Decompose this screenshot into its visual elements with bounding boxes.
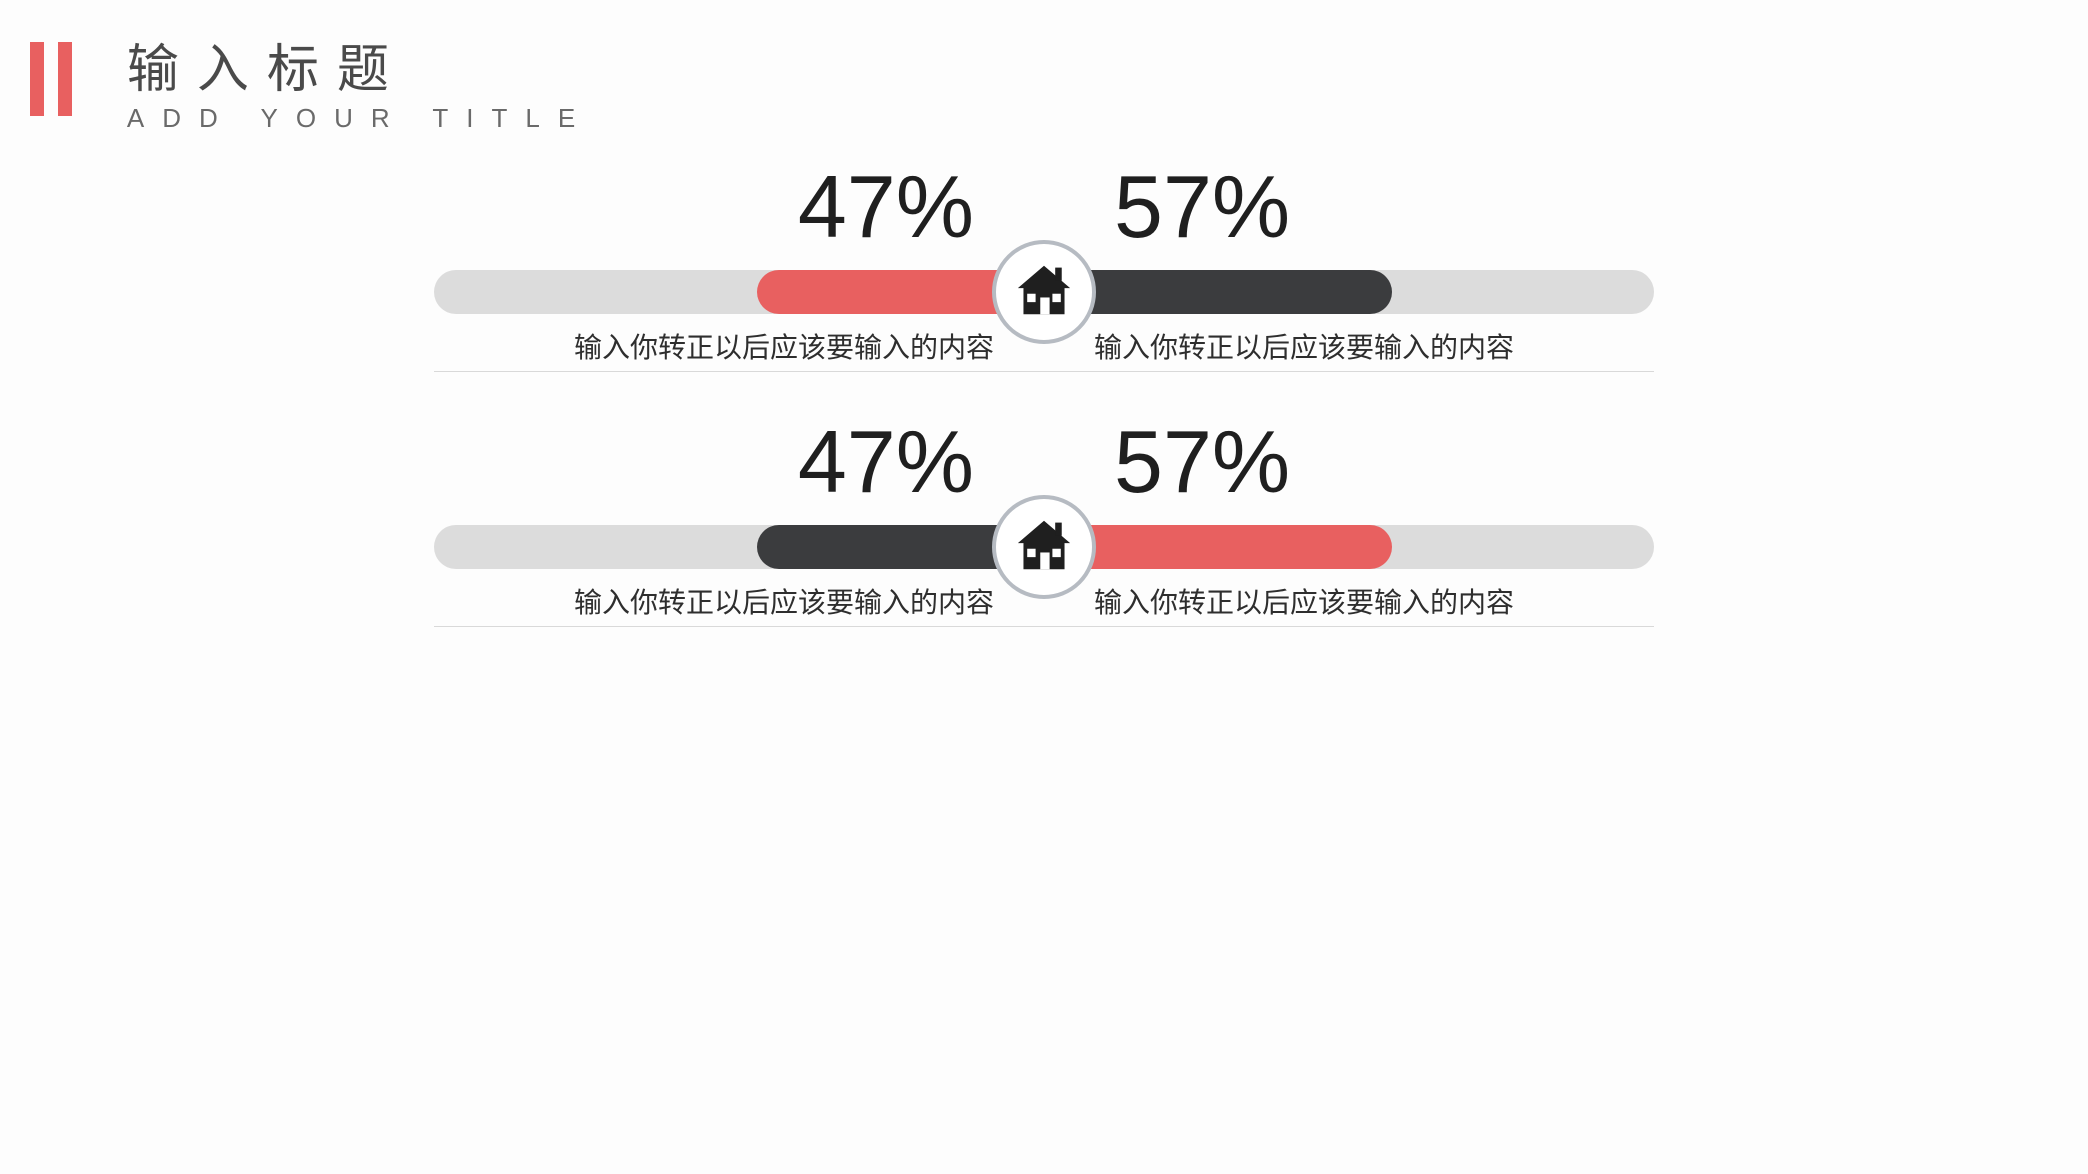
progress-fill-right [1044,525,1392,569]
description-right: 输入你转正以后应该要输入的内容 [1094,326,1514,366]
percent-label-right: 57% [1114,156,1290,258]
page-title: 输入标题 [127,42,593,99]
description-left: 输入你转正以后应该要输入的内容 [574,581,994,621]
percent-label-left: 47% [798,156,974,258]
house-icon [1014,517,1074,578]
header-accent-bars [30,42,82,116]
description-left: 输入你转正以后应该要输入的内容 [574,326,994,366]
progress-track: 47% 57% 输入你转正以后应该要输入的内容 输入你转正以后应该要输入的内容 [434,525,1654,569]
center-badge [992,240,1096,344]
row-divider [434,371,1654,372]
progress-track: 47% 57% 输入你转正以后应该要输入的内容 输入你转正以后应该要输入的内容 [434,270,1654,314]
accent-bar [30,42,44,116]
description-right: 输入你转正以后应该要输入的内容 [1094,581,1514,621]
center-badge [992,495,1096,599]
percent-label-left: 47% [798,411,974,513]
row-divider [434,626,1654,627]
comparison-row: 47% 57% 输入你转正以后应该要输入的内容 输入你转正以后应该要输入的内容 [164,270,1924,314]
slide-header: 输入标题 ADD YOUR TITLE [30,42,593,134]
accent-bar [58,42,72,116]
comparison-row: 47% 57% 输入你转正以后应该要输入的内容 输入你转正以后应该要输入的内容 [164,525,1924,569]
progress-fill-right [1044,270,1392,314]
percent-label-right: 57% [1114,411,1290,513]
house-icon [1014,262,1074,323]
page-subtitle: ADD YOUR TITLE [127,103,593,134]
